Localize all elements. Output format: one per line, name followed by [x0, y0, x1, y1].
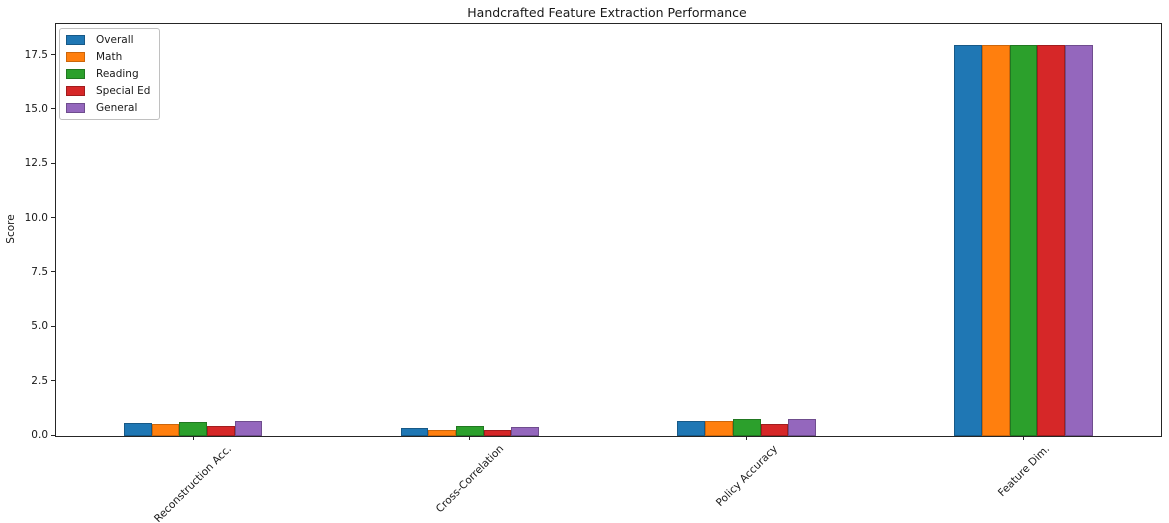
bar-special-ed-policy-accuracy: [760, 424, 789, 436]
x-tick-label-reconstruction-acc: Reconstruction Acc.: [152, 443, 235, 523]
bar-special-ed-reconstruction-acc: [206, 426, 235, 436]
legend-label-math: Math: [96, 51, 123, 63]
bar-general-policy-accuracy: [788, 419, 816, 436]
x-tick-mark-policy-accuracy: [746, 436, 748, 440]
y-tick-label-10.0: 10.0: [24, 211, 48, 224]
y-tick-mark-10.0: [51, 217, 55, 219]
bar-general-reconstruction-acc: [234, 420, 263, 436]
y-tick-mark-7.5: [51, 271, 55, 273]
legend-label-general: General: [96, 102, 138, 114]
bar-math-reconstruction-acc: [151, 424, 180, 436]
bar-overall-cross-correlation: [400, 427, 429, 436]
bar-math-policy-accuracy: [705, 421, 733, 436]
bar-special-ed-feature-dim: [1037, 44, 1066, 436]
bar-math-cross-correlation: [428, 429, 457, 436]
legend-swatch-math: [66, 52, 85, 62]
bar-reading-cross-correlation: [456, 426, 484, 436]
y-tick-label-12.5: 12.5: [24, 157, 48, 170]
y-tick-mark-17.5: [51, 54, 55, 56]
y-tick-mark-5.0: [51, 325, 55, 327]
legend-entry-general: General: [66, 102, 150, 114]
legend-swatch-special-ed: [66, 86, 85, 96]
bar-special-ed-cross-correlation: [483, 430, 512, 436]
legend-swatch-overall: [66, 35, 85, 45]
plot-area: [55, 23, 1162, 437]
x-tick-label-policy-accuracy: Policy Accuracy: [713, 442, 780, 509]
y-tick-label-17.5: 17.5: [24, 48, 48, 61]
bar-general-cross-correlation: [511, 426, 540, 436]
legend-entry-special-ed: Special Ed: [66, 85, 150, 97]
bar-overall-feature-dim: [954, 44, 982, 436]
legend-entry-overall: Overall: [66, 34, 150, 46]
y-tick-mark-2.5: [51, 380, 55, 382]
x-tick-mark-cross-correlation: [469, 436, 471, 440]
chart-title: Handcrafted Feature Extraction Performan…: [467, 5, 747, 20]
x-tick-mark-reconstruction-acc: [192, 436, 194, 440]
y-tick-label-2.5: 2.5: [31, 374, 48, 387]
bar-overall-policy-accuracy: [677, 420, 706, 436]
y-tick-mark-12.5: [51, 162, 55, 164]
y-tick-label-5.0: 5.0: [31, 320, 48, 333]
bar-reading-feature-dim: [1009, 44, 1038, 436]
y-tick-label-7.5: 7.5: [31, 265, 48, 278]
legend-entry-math: Math: [66, 51, 150, 63]
bar-math-feature-dim: [981, 44, 1010, 436]
x-tick-label-cross-correlation: Cross-Correlation: [433, 442, 507, 516]
y-tick-mark-15.0: [51, 108, 55, 110]
legend-entry-reading: Reading: [66, 68, 150, 80]
legend-label-reading: Reading: [96, 68, 139, 80]
legend-swatch-general: [66, 103, 85, 113]
y-tick-label-15.0: 15.0: [24, 102, 48, 115]
bar-reading-policy-accuracy: [732, 419, 761, 436]
legend: Overall Math Reading Special Ed General: [59, 28, 161, 120]
bar-general-feature-dim: [1065, 44, 1093, 436]
y-tick-label-0.0: 0.0: [31, 429, 48, 441]
bar-reading-reconstruction-acc: [179, 421, 207, 436]
x-tick-label-feature-dim: Feature Dim.: [995, 443, 1052, 500]
x-tick-mark-feature-dim: [1023, 436, 1025, 440]
legend-label-overall: Overall: [96, 34, 134, 46]
legend-label-special-ed: Special Ed: [96, 85, 151, 97]
bar-overall-reconstruction-acc: [123, 422, 152, 436]
legend-swatch-reading: [66, 69, 85, 79]
y-tick-mark-0.0: [51, 434, 55, 436]
